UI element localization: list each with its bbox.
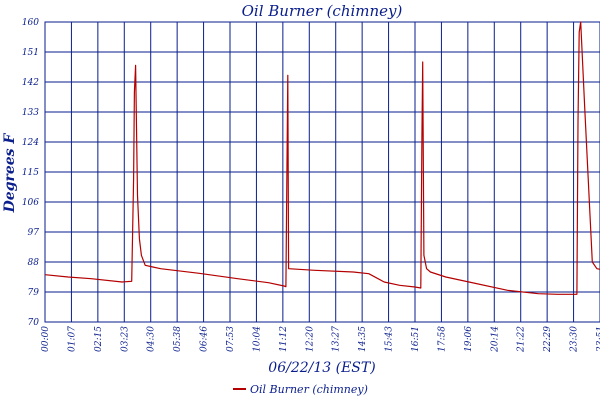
y-tick-label: 97 bbox=[28, 228, 40, 238]
x-tick-label: 03:23 bbox=[120, 326, 130, 352]
legend: Oil Burner (chimney) bbox=[233, 383, 368, 396]
y-tick-label: 124 bbox=[22, 138, 39, 148]
x-tick-label: 14:35 bbox=[358, 326, 368, 352]
x-tick-label: 06:46 bbox=[200, 326, 210, 352]
x-tick-label: 21:22 bbox=[517, 326, 527, 353]
x-tick-label: 05:38 bbox=[173, 326, 183, 352]
x-tick-label: 23:30 bbox=[570, 326, 580, 353]
x-tick-label: 00:00 bbox=[41, 326, 51, 352]
x-tick-label: 12:20 bbox=[305, 326, 315, 352]
y-tick-label: 133 bbox=[22, 108, 39, 118]
y-axis-label: Degrees F bbox=[2, 133, 18, 214]
y-tick-label: 160 bbox=[22, 18, 39, 28]
series-line-oil-burner bbox=[44, 21, 600, 295]
series-layer bbox=[44, 21, 600, 295]
y-tick-label: 151 bbox=[22, 48, 39, 58]
y-tick-label: 79 bbox=[28, 288, 40, 298]
tick-layer: 70 79 88 97 106 115 124 133 142 151 160 00:00 01:07 0… bbox=[22, 18, 600, 353]
x-axis-label: 06/22/13 (EST) bbox=[268, 360, 375, 376]
x-tick-label: 17:58 bbox=[437, 326, 447, 352]
x-tick-label: 10:04 bbox=[252, 326, 262, 352]
grid-layer bbox=[44, 21, 600, 323]
x-tick-label: 13:27 bbox=[332, 326, 342, 352]
y-tick-label: 106 bbox=[22, 198, 39, 208]
x-tick-label: 02:15 bbox=[94, 326, 104, 352]
x-tick-label: 15:43 bbox=[385, 326, 395, 352]
x-tick-label: 16:51 bbox=[411, 326, 421, 352]
x-tick-label: 22:29 bbox=[543, 326, 553, 353]
x-tick-label: 20:14 bbox=[490, 326, 500, 353]
x-tick-label: 19:06 bbox=[464, 326, 474, 352]
x-tick-label: 07:53 bbox=[226, 326, 236, 352]
x-tick-label: 11:12 bbox=[279, 326, 289, 352]
x-tick-label: 23:51 bbox=[596, 326, 600, 353]
legend-label: Oil Burner (chimney) bbox=[250, 383, 368, 396]
y-tick-label: 142 bbox=[22, 78, 39, 88]
chart-title: Oil Burner (chimney) bbox=[242, 2, 403, 20]
y-tick-label: 88 bbox=[28, 258, 40, 268]
x-tick-label: 04:30 bbox=[147, 326, 157, 352]
y-tick-label: 70 bbox=[28, 318, 40, 328]
y-tick-label: 115 bbox=[22, 168, 39, 178]
x-tick-label: 01:07 bbox=[67, 326, 77, 352]
